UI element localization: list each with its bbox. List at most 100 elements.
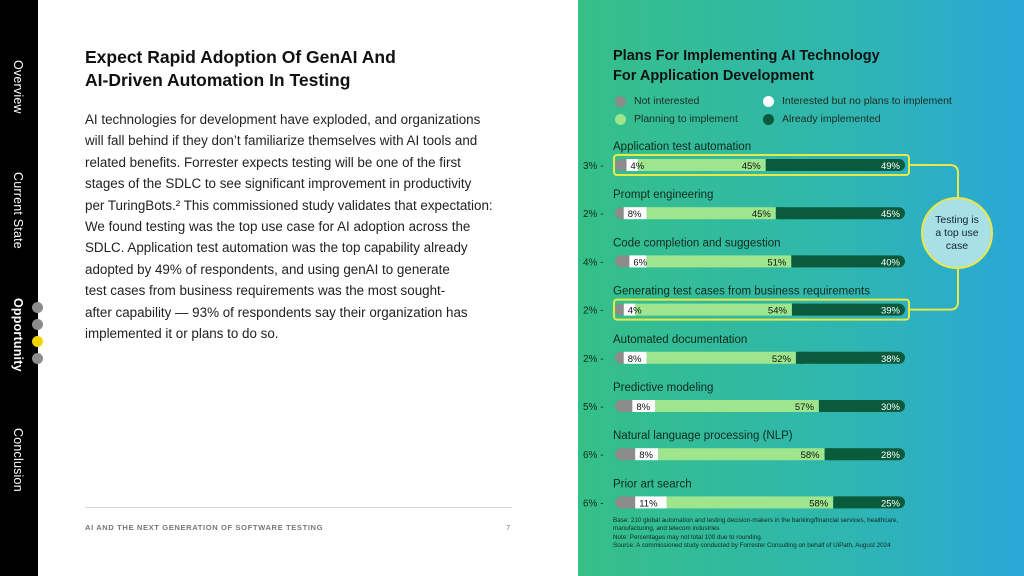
body-text-line: per TuringBots.² This commissioned study…: [85, 197, 493, 213]
bar-segment-not-interested: [615, 400, 636, 412]
body-text-line: after capability — 93% of respondents sa…: [85, 304, 468, 320]
nav-item-current-state[interactable]: Current State: [4, 160, 32, 260]
not-interested-label: 2% -: [583, 209, 604, 220]
implemented-value-label: 38%: [881, 354, 901, 365]
side-navigation: Overview Current State Opportunity Concl…: [0, 0, 38, 576]
nav-item-label: Current State: [11, 171, 25, 249]
bar-segment-implemented-edge: [824, 448, 833, 461]
bar-segment-implemented-edge: [791, 303, 800, 316]
nav-item-conclusion[interactable]: Conclusion: [4, 420, 32, 500]
planning-value-label: 58%: [801, 450, 821, 461]
rounding-note: Note: Percentages may not total 100 due …: [613, 533, 763, 541]
progress-dot[interactable]: [32, 302, 43, 313]
stacked-bar-chart: Application test automation 3% - 4% 45% 49% P…: [583, 141, 959, 509]
page-title-line: Expect Rapid Adoption Of GenAI And: [85, 47, 396, 67]
legend-swatch: [615, 113, 626, 125]
implemented-value-label: 30%: [881, 402, 901, 413]
implemented-value-label: 40%: [881, 257, 901, 268]
interested-value-label: 4%: [631, 161, 645, 172]
interested-value-label: 11%: [639, 498, 658, 509]
not-interested-label: 2% -: [583, 354, 604, 365]
nav-item-opportunity[interactable]: Opportunity: [4, 290, 32, 380]
interested-value-label: 4%: [628, 306, 642, 317]
bar-segment-interested-no-plans: [629, 255, 647, 268]
legend-label: Not interested: [634, 95, 700, 107]
page-title: Expect Rapid Adoption Of GenAI And AI-Dr…: [85, 46, 525, 92]
bar-segment-implemented: [824, 448, 905, 461]
interested-value-label: 8%: [639, 450, 653, 461]
bar-segment-implemented: [765, 159, 905, 171]
interested-value-label: 6%: [633, 257, 647, 268]
body-text-line: test cases from business requirements wa…: [85, 283, 446, 299]
callout-line: case: [945, 239, 969, 252]
bar-segment-planning: [666, 496, 834, 509]
bar-segment-implemented-edge: [833, 496, 842, 509]
legend-swatch: [763, 113, 774, 125]
bar-segment-implemented-edge: [791, 255, 800, 268]
bar-segment-interested-no-plans: [635, 448, 659, 461]
body-text-line: implemented it or plans to do so.: [85, 326, 279, 342]
body-text: AI technologies for development have exp…: [85, 109, 515, 344]
planning-value-label: 51%: [767, 257, 787, 268]
progress-dot[interactable]: [32, 353, 43, 364]
not-interested-label: 6% -: [583, 498, 604, 509]
bar-segment-planning: [655, 400, 819, 412]
bar-segment-implemented: [791, 255, 905, 268]
body-text-line: related benefits. Forrester expects test…: [85, 154, 461, 170]
bar-segment-implemented: [833, 496, 905, 509]
chart-title: Plans For Implementing AI Technology For…: [613, 46, 973, 86]
implemented-value-label: 45%: [881, 209, 901, 220]
category-label: Natural language processing (NLP): [613, 430, 793, 442]
category-label: Prior art search: [613, 478, 692, 490]
legend-item-not-interested: Not interested: [615, 95, 699, 107]
bar-segment-interested-no-plans: [632, 400, 656, 412]
base-note: manufacturing, and telecom industries: [613, 525, 720, 533]
base-note: Base: 210 global automation and testing …: [613, 517, 899, 524]
bar-segment-implemented: [818, 400, 905, 412]
chart-title-line: For Application Development: [613, 68, 814, 84]
section-progress-dots: [32, 302, 43, 364]
bar-segment-planning: [646, 255, 792, 268]
bar-segment-implemented-edge: [775, 207, 784, 220]
implemented-value-label: 39%: [881, 306, 901, 317]
implemented-value-label: 49%: [881, 161, 901, 172]
legend-item-planning: Planning to implement: [615, 113, 738, 125]
chart-panel: Plans For Implementing AI Technology For…: [578, 0, 1024, 576]
bar-segment-interested-no-plans: [635, 496, 667, 509]
page-number: 7: [506, 523, 511, 532]
bar-segment-not-interested: [615, 159, 630, 171]
planning-value-label: 45%: [752, 209, 772, 220]
not-interested-label: 4% -: [583, 257, 604, 268]
body-text-line: We found testing was the top use case fo…: [85, 219, 471, 235]
footer-title: AI AND THE NEXT GENERATION OF SOFTWARE T…: [85, 523, 324, 532]
footer-divider: [85, 507, 512, 508]
bar-segment-planning: [658, 448, 825, 461]
progress-dot-active[interactable]: [32, 336, 43, 347]
legend-swatch: [615, 95, 626, 107]
bar-segment-not-interested: [615, 448, 639, 461]
nav-item-overview[interactable]: Overview: [4, 52, 32, 122]
implemented-value-label: 25%: [881, 498, 901, 509]
bar-segment-interested-no-plans: [623, 207, 647, 220]
bar-segment-implemented: [795, 351, 905, 364]
bar-segment-interested-no-plans: [626, 159, 638, 171]
bar-segment-interested-no-plans: [623, 303, 636, 316]
bar-segment-not-interested: [615, 255, 633, 268]
not-interested-label: 3% -: [583, 161, 604, 172]
interested-value-label: 8%: [628, 354, 642, 365]
category-label: Generating test cases from business requ…: [613, 286, 870, 298]
not-interested-label: 2% -: [583, 306, 604, 317]
source-note: Source: A commissioned study conducted b…: [613, 542, 891, 550]
progress-dot[interactable]: [32, 319, 43, 330]
bar-segment-planning: [635, 303, 792, 316]
body-text-line: SDLC. Application test automation was th…: [85, 240, 468, 256]
planning-value-label: 58%: [809, 498, 829, 509]
body-text-line: AI technologies for development have exp…: [85, 112, 481, 127]
implemented-value-label: 28%: [881, 450, 901, 461]
bar-segment-implemented-edge: [765, 159, 774, 171]
category-label: Prompt engineering: [613, 189, 713, 201]
legend-label: Already implemented: [782, 113, 881, 125]
bar-segment-implemented-edge: [818, 400, 827, 412]
category-label: Predictive modeling: [613, 382, 713, 394]
interested-value-label: 8%: [636, 402, 650, 413]
